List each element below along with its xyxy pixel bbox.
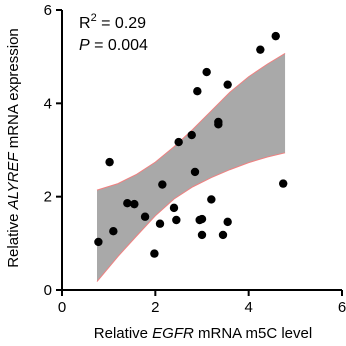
data-point — [130, 200, 138, 208]
data-point — [174, 138, 182, 146]
p-value-annotation: P = 0.004 — [79, 37, 148, 54]
y-axis-title: Relative ALYREF mRNA expression — [5, 28, 22, 268]
data-point — [156, 220, 164, 228]
x-tick-label: 6 — [338, 299, 346, 316]
data-point — [150, 249, 158, 257]
data-point — [202, 68, 210, 76]
x-tick-label: 0 — [58, 299, 66, 316]
data-point — [170, 204, 178, 212]
data-point — [94, 238, 102, 246]
data-point — [191, 168, 199, 176]
y-tick-label: 0 — [44, 282, 52, 299]
x-axis-ticks: 0 2 4 6 — [58, 290, 346, 316]
y-axis-ticks: 0 2 4 6 — [44, 2, 62, 299]
data-point — [198, 215, 206, 223]
data-point — [279, 179, 287, 187]
data-point — [193, 87, 201, 95]
y-tick-label: 4 — [44, 95, 52, 112]
data-point — [256, 45, 264, 53]
data-point — [109, 227, 117, 235]
y-tick-label: 2 — [44, 189, 52, 206]
data-point — [223, 80, 231, 88]
data-point — [223, 218, 231, 226]
x-axis-title: Relative EGFR mRNA m5C level — [94, 325, 312, 342]
data-point — [272, 32, 280, 40]
data-point — [219, 231, 227, 239]
data-point — [214, 120, 222, 128]
data-point — [158, 180, 166, 188]
r-squared-annotation: R2 = 0.29 — [79, 12, 146, 32]
x-tick-label: 4 — [244, 299, 252, 316]
data-point — [105, 158, 113, 166]
confidence-band-layer — [97, 53, 285, 281]
data-point — [207, 195, 215, 203]
data-point — [198, 231, 206, 239]
data-point — [188, 131, 196, 139]
data-point — [141, 213, 149, 221]
x-tick-label: 2 — [151, 299, 159, 316]
y-tick-label: 6 — [44, 2, 52, 19]
data-point — [172, 216, 180, 224]
confidence-band — [97, 53, 285, 281]
